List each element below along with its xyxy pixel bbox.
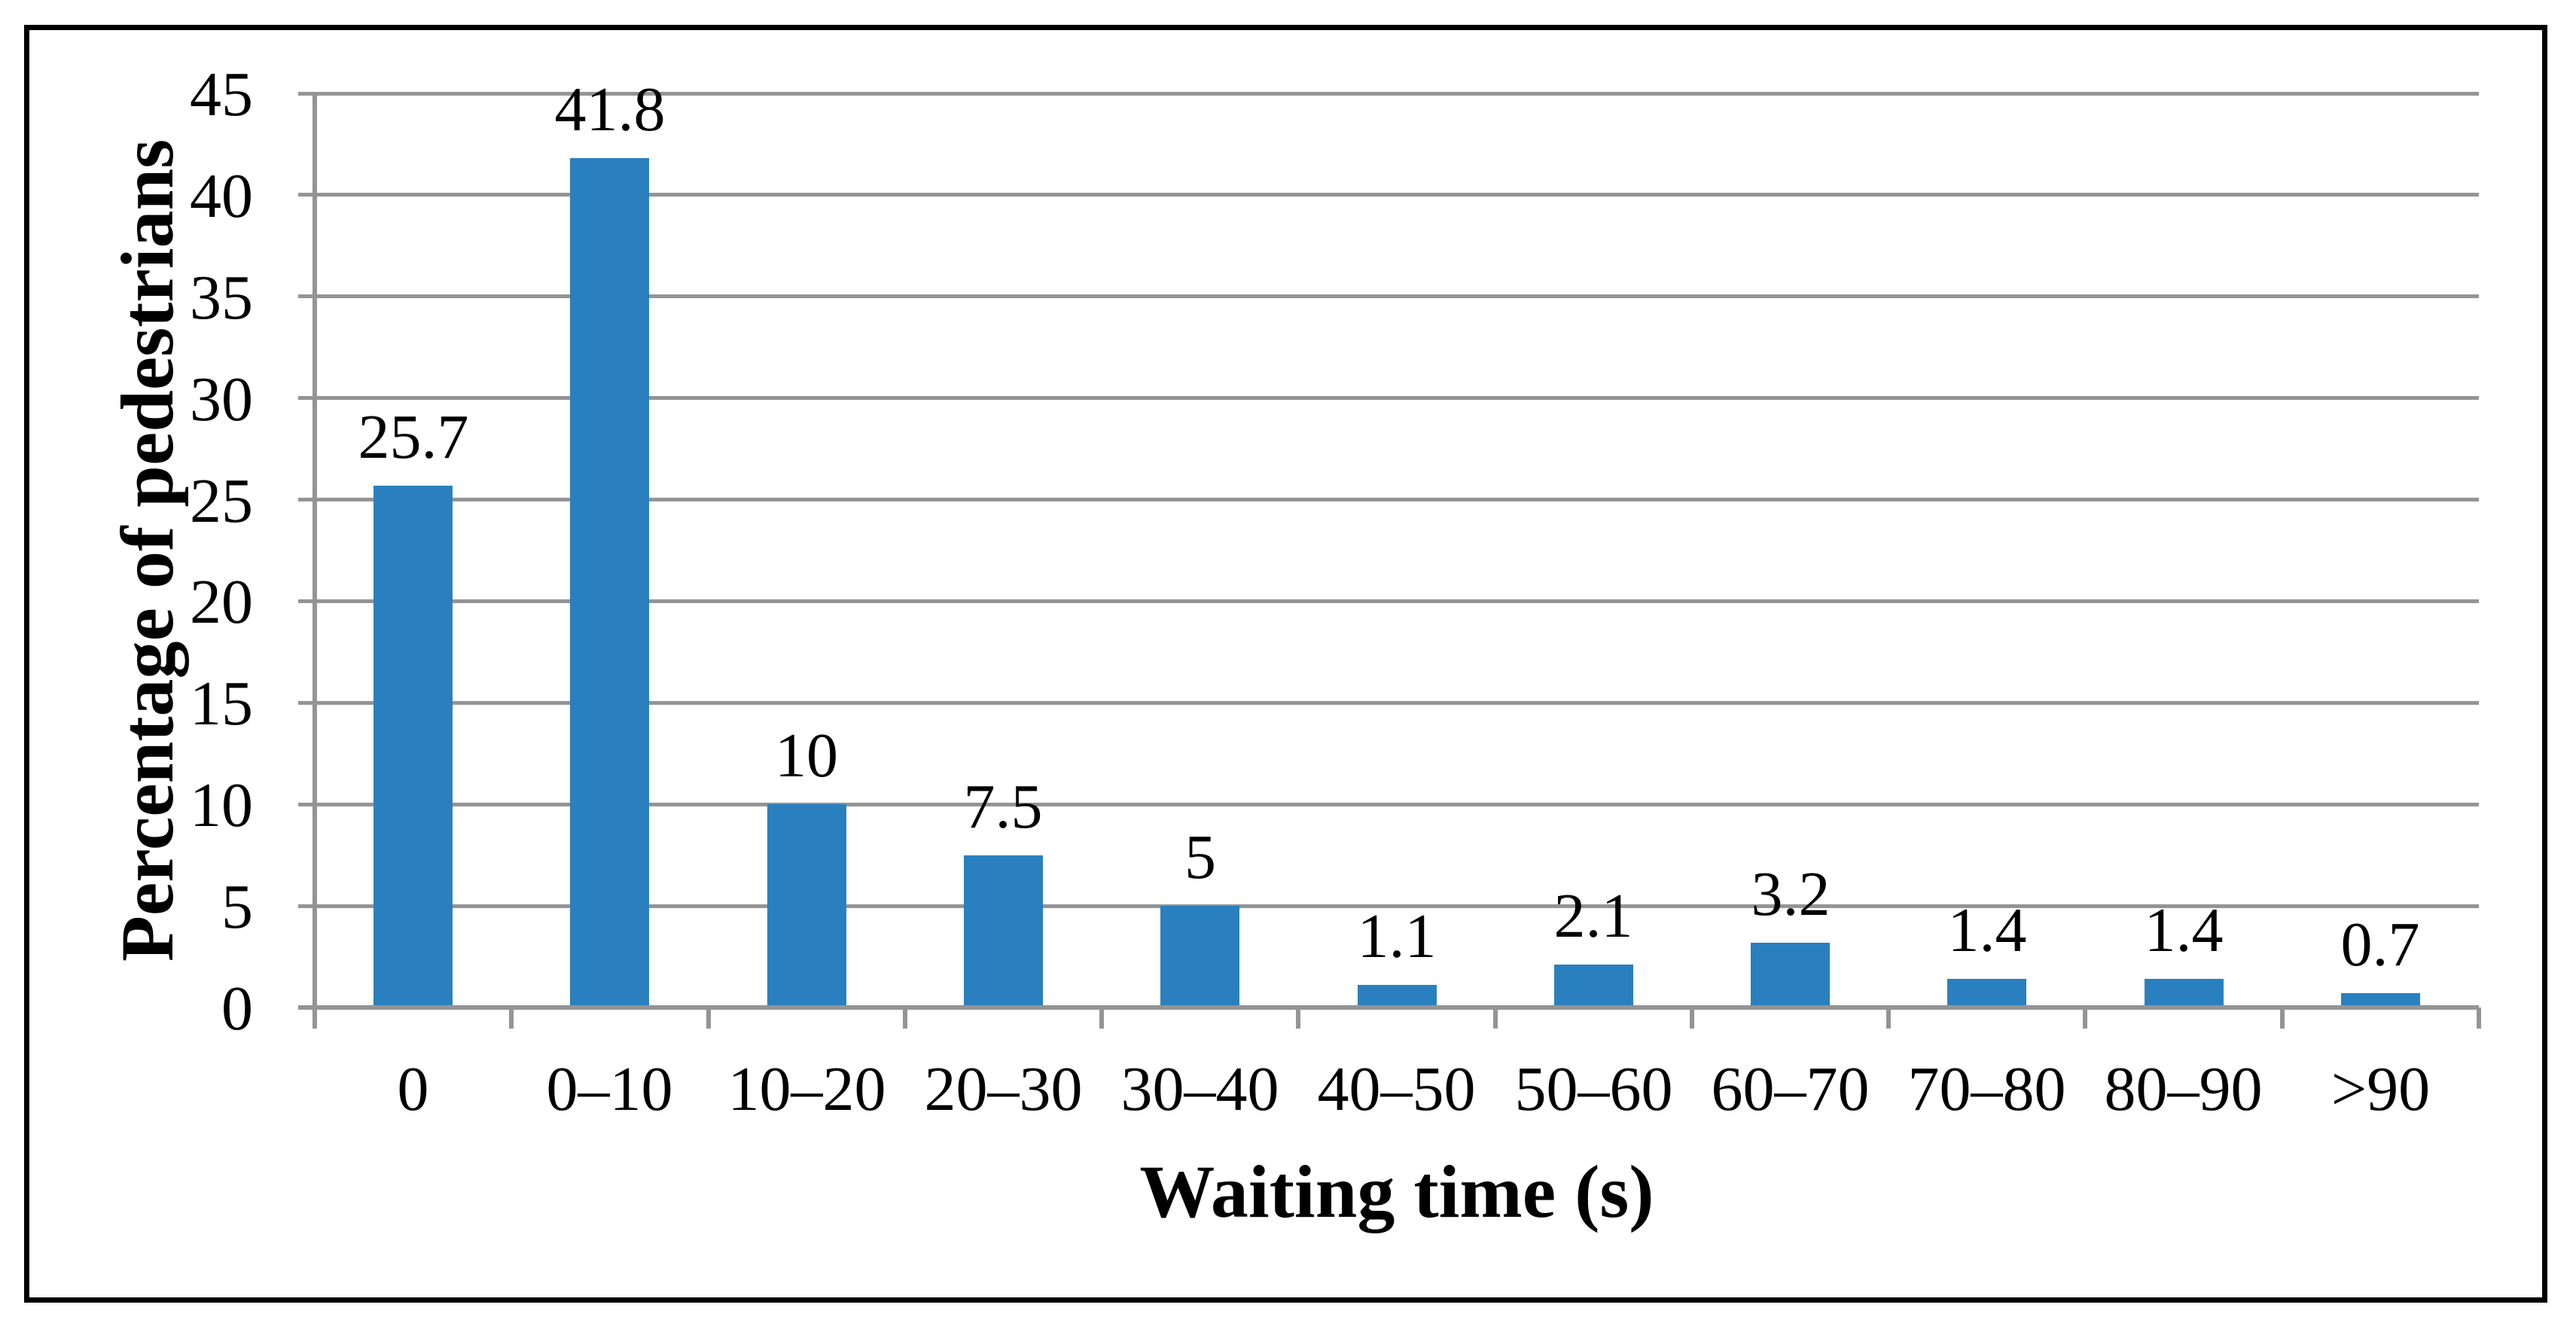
bar bbox=[2145, 979, 2224, 1007]
x-tick-label: 70–80 bbox=[1907, 1054, 2066, 1124]
bar bbox=[1160, 906, 1239, 1007]
x-tick-label: 50–60 bbox=[1514, 1054, 1673, 1124]
bar bbox=[1358, 985, 1437, 1007]
x-tick-label: 60–70 bbox=[1711, 1054, 1870, 1124]
y-gridline bbox=[298, 294, 2479, 298]
bar-value-label: 1.1 bbox=[1357, 901, 1437, 971]
y-tick-label: 10 bbox=[190, 770, 253, 840]
bar-value-label: 25.7 bbox=[358, 402, 469, 472]
bar bbox=[2341, 993, 2420, 1007]
y-gridline bbox=[298, 904, 2479, 908]
y-tick-label: 0 bbox=[221, 974, 253, 1044]
bar-value-label: 1.4 bbox=[1947, 895, 2027, 965]
y-axis-line bbox=[312, 93, 317, 1029]
bar bbox=[1751, 943, 1830, 1007]
y-tick-label: 45 bbox=[190, 59, 253, 130]
x-tick-label: 10–20 bbox=[727, 1054, 886, 1124]
y-gridline bbox=[298, 701, 2479, 705]
x-tick-mark bbox=[2280, 1007, 2285, 1029]
x-tick-mark bbox=[509, 1007, 514, 1029]
bar bbox=[1554, 965, 1633, 1007]
y-tick-label: 15 bbox=[190, 669, 253, 739]
y-gridline bbox=[298, 396, 2479, 400]
y-gridline bbox=[298, 92, 2479, 96]
bar bbox=[373, 486, 453, 1007]
x-tick-label: 0 bbox=[397, 1054, 429, 1124]
x-tick-mark bbox=[2083, 1007, 2087, 1029]
y-tick-label: 25 bbox=[190, 466, 253, 536]
bar-value-label: 5 bbox=[1184, 822, 1216, 892]
y-tick-label: 35 bbox=[190, 263, 253, 333]
x-tick-mark bbox=[1099, 1007, 1104, 1029]
y-gridline bbox=[298, 599, 2479, 603]
x-tick-mark bbox=[1690, 1007, 1694, 1029]
x-tick-mark bbox=[1296, 1007, 1300, 1029]
bar-value-label: 2.1 bbox=[1553, 881, 1633, 951]
bar-value-label: 3.2 bbox=[1751, 859, 1831, 929]
x-tick-mark bbox=[2477, 1007, 2481, 1029]
x-axis-title: Waiting time (s) bbox=[1139, 1150, 1654, 1233]
x-tick-label: 0–10 bbox=[546, 1054, 673, 1124]
bar-value-label: 10 bbox=[775, 721, 838, 791]
x-axis-line bbox=[298, 1005, 2479, 1010]
y-gridline bbox=[298, 193, 2479, 197]
bar bbox=[1947, 979, 2026, 1007]
y-gridline bbox=[298, 498, 2479, 501]
x-tick-label: 30–40 bbox=[1120, 1054, 1279, 1124]
x-tick-label: >90 bbox=[2331, 1054, 2431, 1124]
bar-value-label: 41.8 bbox=[554, 75, 666, 145]
bar bbox=[767, 804, 846, 1007]
bar-value-label: 7.5 bbox=[963, 772, 1043, 842]
bar bbox=[964, 855, 1043, 1007]
x-tick-mark bbox=[903, 1007, 907, 1029]
y-gridline bbox=[298, 803, 2479, 806]
x-tick-label: 20–30 bbox=[924, 1054, 1083, 1124]
bar bbox=[570, 158, 649, 1007]
x-tick-mark bbox=[706, 1007, 711, 1029]
x-tick-mark bbox=[1493, 1007, 1498, 1029]
x-tick-label: 40–50 bbox=[1317, 1054, 1476, 1124]
y-tick-label: 30 bbox=[190, 364, 253, 434]
y-tick-label: 40 bbox=[190, 161, 253, 231]
bar-value-label: 1.4 bbox=[2144, 895, 2224, 965]
y-tick-label: 5 bbox=[221, 872, 253, 942]
x-tick-label: 80–90 bbox=[2104, 1054, 2263, 1124]
y-tick-label: 20 bbox=[190, 567, 253, 637]
bar-value-label: 0.7 bbox=[2340, 910, 2420, 980]
x-tick-mark bbox=[1886, 1007, 1891, 1029]
